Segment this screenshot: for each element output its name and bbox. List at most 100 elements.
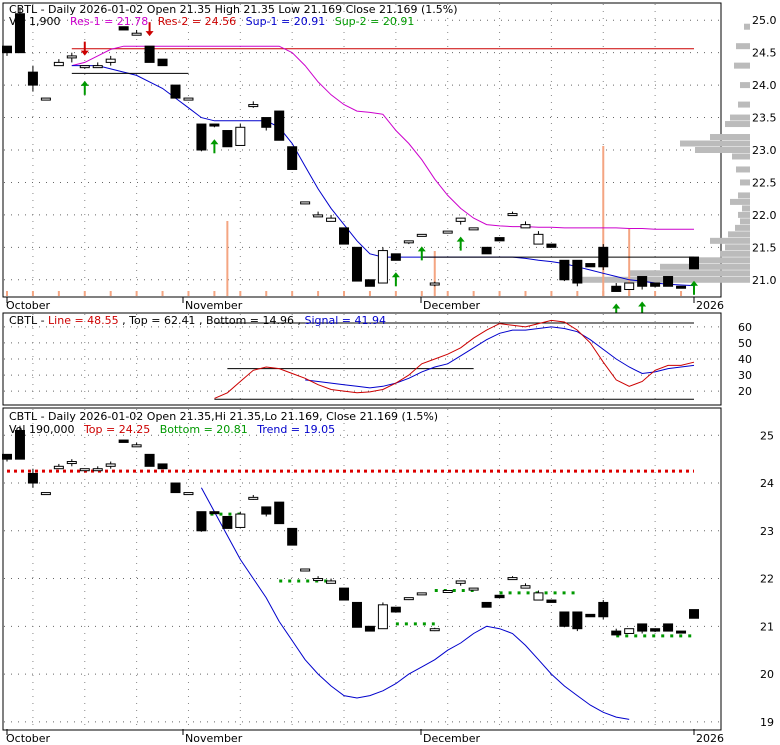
price-y-ticks: 21.0 21.5 22.0 22.5 23.0 23.5 24.0 24.5 25.0 (752, 14, 777, 287)
price-candle-body (339, 227, 350, 245)
price-candle-body (248, 104, 259, 108)
trend-candle-body (313, 578, 324, 582)
p3-trend: Trend = 19.05 (256, 423, 335, 436)
volume-tick (680, 291, 683, 296)
trend-x-label: December (423, 732, 481, 745)
volume-spike (433, 251, 436, 296)
p3-vol: Vol 190,000 (9, 423, 74, 436)
price-candle-body (624, 282, 635, 291)
volume-tick (109, 291, 112, 296)
p1-res2: Res-2 = 24.56 (158, 15, 236, 28)
volume-tick (187, 291, 190, 296)
p1-vol: Vol 1,900 (9, 15, 60, 28)
profile-bin (695, 147, 750, 153)
price-y-tick: 23.0 (752, 144, 777, 157)
volume-tick (343, 291, 346, 296)
profile-bin (730, 198, 750, 205)
trend-candle-body (105, 463, 116, 467)
trend-candle-body (377, 604, 388, 630)
profile-bin (736, 43, 750, 50)
trend-panel-frame (2, 407, 722, 731)
price-candle-body (546, 243, 557, 248)
profile-bin (725, 244, 750, 251)
trend-candle-body (663, 623, 674, 632)
price-candle-body (53, 61, 64, 67)
trend-grid (4, 409, 720, 729)
price-candle-body (650, 282, 661, 287)
volume-tick (628, 291, 631, 296)
price-candle-body (442, 230, 453, 234)
price-x-label: December (423, 299, 481, 312)
volume-tick (602, 291, 605, 296)
price-candle-body (637, 276, 648, 287)
trend-y-tick: 25 (760, 429, 774, 442)
p3-title: CBTL - Daily 2026-01-02 Open 21.35,Hi 21… (9, 410, 438, 423)
price-candle-body (494, 237, 505, 242)
price-candle-body (66, 55, 77, 59)
trend-candle-body (183, 492, 194, 496)
profile-bin (730, 114, 750, 121)
trend-candle-body (222, 515, 233, 529)
price-candle-body (663, 276, 674, 287)
osc-y-tick: 20 (738, 385, 752, 398)
trend-y-tick: 22 (760, 573, 774, 586)
trend-candle-body (2, 453, 12, 460)
price-y-tick: 22.0 (752, 209, 777, 222)
price-candle-body (377, 250, 388, 284)
trend-candle-body (339, 587, 350, 601)
trend-candle-body (507, 577, 518, 581)
osc-y-tick: 30 (738, 369, 752, 382)
price-candle-body (390, 253, 401, 261)
svg-text:CBTL - Daily 2026-01-02 Open 2: CBTL - Daily 2026-01-02 Open 21.35,Hi 21… (9, 410, 438, 423)
up-arrow-head (391, 272, 400, 278)
price-candle-body (468, 227, 479, 231)
profile-bin (732, 153, 750, 160)
price-panel-header: CBTL - Daily 2026-01-02 Open 21.35 High … (9, 3, 458, 28)
volume-tick (83, 291, 86, 296)
trend-candle-body (287, 527, 298, 546)
price-candle-body (676, 285, 687, 289)
price-candle-body (572, 259, 583, 284)
volume-tick (161, 291, 164, 296)
profile-bin (744, 23, 750, 30)
price-candle-body (611, 285, 622, 292)
trend-candle-body (442, 589, 453, 593)
trend-candle-body (624, 628, 635, 634)
trend-candle-body (66, 461, 77, 465)
price-candle-body (170, 84, 181, 99)
down-arrow-head (80, 50, 89, 56)
volume-spike (226, 221, 229, 296)
signal-arrows (80, 22, 698, 318)
p2-bottom: Bottom = 14.96 (206, 314, 294, 327)
price-candle-body (313, 214, 324, 218)
price-candles (2, 7, 699, 292)
trend-candle-body (235, 513, 246, 528)
profile-bin (720, 250, 750, 257)
trend-candle-body (390, 606, 401, 613)
p2-signal: Signal = 41.94 (305, 314, 387, 327)
volume-tick (576, 291, 579, 296)
up-arrow-head (638, 301, 647, 307)
trend-candle-body (520, 585, 531, 589)
svg-text:CBTL - Daily 2026-01-02 Open 2: CBTL - Daily 2026-01-02 Open 21.35 High … (9, 3, 458, 16)
trend-candle-body (455, 580, 466, 584)
price-y-tick: 25.0 (752, 14, 777, 27)
price-candle-body (40, 97, 51, 101)
volume-tick (368, 291, 371, 296)
volume-tick (6, 291, 8, 296)
trend-x-labels: October November December 2026 (6, 729, 724, 745)
price-x-label: November (185, 299, 243, 312)
osc-y-tick: 40 (738, 353, 752, 366)
trend-candle-body (637, 623, 648, 632)
volume-tick (239, 291, 242, 296)
trend-candle-body (572, 611, 583, 630)
p2-ticker: CBTL (9, 314, 38, 327)
price-candle-body (287, 146, 298, 170)
trend-y-tick: 19 (760, 716, 774, 729)
price-candle-body (14, 13, 25, 54)
volume-tick (550, 291, 553, 296)
price-candle-body (183, 97, 194, 101)
price-y-tick: 24.0 (752, 79, 777, 92)
osc-y-tick: 60 (738, 321, 752, 334)
